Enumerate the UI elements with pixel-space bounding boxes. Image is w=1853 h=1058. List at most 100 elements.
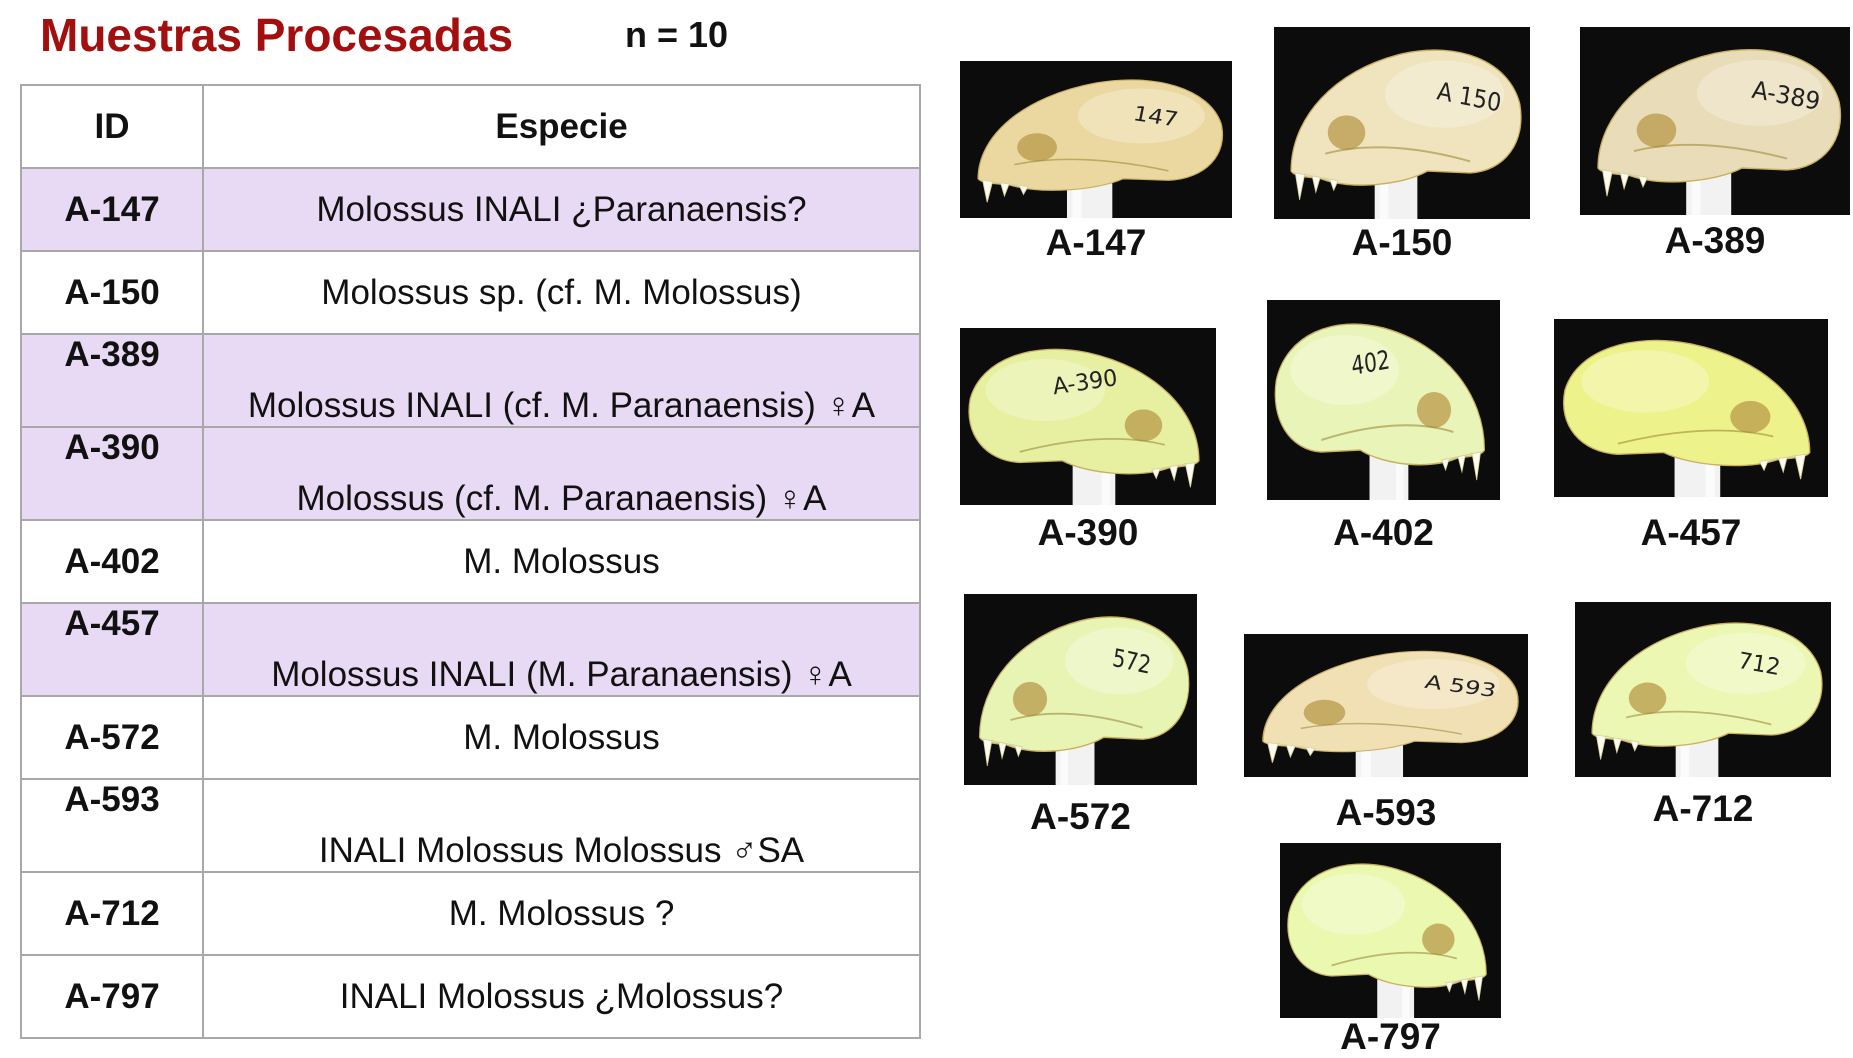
- species-cell: Molossus INALI (cf. M. Paranaensis) ♀A: [202, 333, 921, 428]
- sample-id-cell: A-797: [20, 954, 204, 1039]
- table-row: A-457 Molossus INALI (M. Paranaensis) ♀A: [20, 602, 921, 697]
- skull-shape: [977, 79, 1224, 191]
- zygomatic-arch: [1010, 712, 1143, 729]
- skull-highlight: [1581, 350, 1710, 413]
- zygomatic-arch: [1331, 951, 1457, 967]
- skull-highlight: [985, 358, 1106, 421]
- sample-id-cell: A-572: [20, 695, 204, 780]
- teeth: [982, 738, 1023, 767]
- sample-id-cell: A-457: [20, 602, 204, 697]
- skull-photo-a150: A 150: [1274, 27, 1530, 219]
- photo-caption: A-593: [1335, 792, 1437, 833]
- skull-highlight: [1302, 873, 1406, 935]
- table-header-row: ID Especie: [20, 84, 921, 169]
- mount-highlight: [1705, 452, 1715, 497]
- skull-highlight: [1384, 60, 1505, 128]
- skull-shape: [1290, 49, 1522, 186]
- photo-caption: A-390: [1037, 512, 1139, 553]
- skull-highlight: [1077, 88, 1205, 144]
- skull-photo-a457: [1554, 319, 1828, 497]
- teeth: [1151, 461, 1196, 488]
- teeth: [1595, 734, 1640, 760]
- eye-orbit: [1636, 113, 1677, 148]
- species-cell: M. Molossus: [202, 519, 921, 604]
- photo-caption: A-712: [1652, 788, 1754, 829]
- species-cell: Molossus sp. (cf. M. Molossus): [202, 250, 921, 335]
- teeth: [1445, 975, 1484, 1001]
- teeth: [1758, 453, 1806, 480]
- skull-shape: [1591, 622, 1823, 747]
- table-row: A-572 M. Molossus: [20, 695, 921, 780]
- mount-highlight: [1680, 733, 1690, 777]
- zygomatic-arch: [1626, 710, 1772, 726]
- skull-shape: [1262, 650, 1519, 753]
- skull-photo-a390: A-390: [960, 328, 1216, 505]
- sample-count: n = 10: [625, 14, 729, 55]
- mount-highlight: [1101, 460, 1111, 505]
- table-row: A-389 Molossus INALI (cf. M. Paranaensis…: [20, 333, 921, 428]
- skull-photo-a572: 572: [964, 594, 1197, 785]
- species-cell: Molossus INALI (M. Paranaensis) ♀A: [202, 602, 921, 697]
- zygomatic-arch: [1019, 438, 1165, 453]
- skull-highlight: [1697, 59, 1823, 126]
- eye-orbit: [1628, 682, 1667, 714]
- table-row: A-390 Molossus (cf. M. Paranaensis) ♀A: [20, 426, 921, 521]
- species-cell: M. Molossus: [202, 695, 921, 780]
- teeth: [1601, 169, 1649, 197]
- sample-id-cell: A-593: [20, 778, 204, 873]
- species-cell: Molossus INALI ¿Paranaensis?: [202, 167, 921, 252]
- eye-orbit: [1012, 681, 1048, 717]
- mount-highlight: [1060, 737, 1069, 785]
- skull-photo-a147: 147: [960, 61, 1232, 218]
- photo-caption: A-147: [1045, 222, 1147, 263]
- photo-caption: A-572: [1030, 796, 1131, 837]
- column-header-species: Especie: [202, 84, 921, 169]
- column-header-id: ID: [20, 84, 204, 169]
- specimen-mark: 402: [1350, 345, 1391, 382]
- eye-orbit: [1327, 115, 1366, 150]
- skull-illustration: A 150: [1290, 49, 1522, 219]
- mount-highlight: [1379, 171, 1389, 219]
- samples-table: ID Especie A-147 Molossus INALI ¿Paranae…: [20, 84, 921, 1039]
- sample-id-cell: A-402: [20, 519, 204, 604]
- mount-highlight: [1361, 741, 1371, 777]
- skull-highlight: [1685, 632, 1806, 694]
- skull-photo-a712: 712: [1575, 602, 1831, 777]
- skull-shape: [1563, 339, 1811, 467]
- table-row: A-147 Molossus INALI ¿Paranaensis?: [20, 167, 921, 252]
- zygomatic-arch: [1633, 143, 1788, 160]
- species-cell: INALI Molossus ¿Molossus?: [202, 954, 921, 1039]
- sample-id-cell: A-390: [20, 426, 204, 521]
- photo-caption: A-389: [1664, 220, 1766, 261]
- eye-orbit: [1124, 409, 1163, 442]
- skull-shape: [978, 616, 1190, 752]
- teeth: [982, 179, 1029, 203]
- species-cell: M. Molossus ?: [202, 871, 921, 956]
- mount-highlight: [1395, 450, 1404, 500]
- skull-photo-a593: A 593: [1244, 634, 1528, 777]
- skull-illustration: 572: [978, 616, 1190, 785]
- skull-highlight: [1064, 627, 1174, 695]
- mount-highlight: [1072, 178, 1082, 218]
- zygomatic-arch: [1014, 158, 1169, 172]
- species-cell: INALI Molossus Molossus ♂SA: [202, 778, 921, 873]
- zygomatic-arch: [1300, 722, 1462, 735]
- photo-caption: A-402: [1333, 512, 1434, 553]
- skull-illustration: A 593: [1262, 650, 1519, 777]
- table-row: A-593 INALI Molossus Molossus ♂SA: [20, 778, 921, 873]
- skull-illustration: A-389: [1597, 49, 1842, 215]
- species-cell: Molossus (cf. M. Paranaensis) ♀A: [202, 426, 921, 521]
- sample-id-cell: A-150: [20, 250, 204, 335]
- eye-orbit: [1422, 923, 1455, 955]
- skull-highlight: [1367, 659, 1500, 710]
- eye-orbit: [1416, 392, 1452, 428]
- photo-caption: A-457: [1640, 512, 1742, 553]
- zygomatic-arch: [1617, 429, 1774, 445]
- skull-photo-a402: 402: [1267, 300, 1500, 500]
- table-row: A-712 M. Molossus ?: [20, 871, 921, 956]
- skull-illustration: A-390: [968, 348, 1200, 505]
- photo-caption: A-150: [1351, 222, 1453, 263]
- zygomatic-arch: [1325, 146, 1471, 163]
- teeth: [1441, 451, 1482, 481]
- skull-shape: [968, 348, 1200, 475]
